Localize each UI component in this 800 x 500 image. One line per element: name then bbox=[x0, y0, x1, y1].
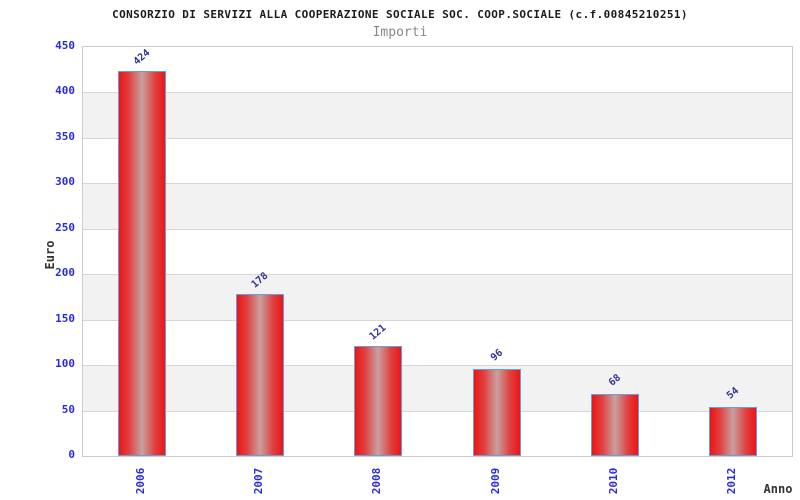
plot-band bbox=[83, 274, 792, 320]
y-tick-label: 450 bbox=[55, 39, 75, 52]
x-axis-title: Anno bbox=[763, 482, 793, 496]
plot-band bbox=[83, 365, 792, 411]
bar-2008 bbox=[354, 346, 403, 456]
plot-band bbox=[83, 92, 792, 138]
plot-area: 424 178 121 96 68 54 bbox=[82, 46, 793, 457]
y-axis-title: Euro bbox=[43, 240, 57, 270]
plot-band bbox=[83, 228, 792, 275]
x-tick-label-2012: 2012 bbox=[724, 467, 738, 495]
gridline bbox=[83, 319, 792, 321]
bar-2009 bbox=[472, 368, 521, 456]
x-tick-label-2006: 2006 bbox=[134, 467, 148, 495]
plot-band bbox=[83, 410, 792, 456]
bar-2006 bbox=[118, 70, 167, 456]
x-tick-label-2009: 2009 bbox=[488, 467, 502, 495]
y-tick-label: 100 bbox=[55, 357, 75, 371]
y-tick-label: 400 bbox=[55, 84, 75, 98]
y-tick-label: 350 bbox=[55, 129, 75, 143]
y-tick-label: 250 bbox=[55, 220, 75, 234]
gridline bbox=[83, 365, 792, 367]
chart-subtitle: Importi bbox=[372, 25, 428, 40]
plot-band bbox=[83, 183, 792, 229]
chart-title: CONSORZIO DI SERVIZI ALLA COOPERAZIONE S… bbox=[112, 8, 688, 21]
plot-band bbox=[83, 137, 792, 184]
y-tick-label: 50 bbox=[61, 402, 75, 416]
x-tick-label-2007: 2007 bbox=[252, 467, 266, 495]
gridline bbox=[83, 274, 792, 276]
y-tick-label: 200 bbox=[55, 266, 75, 280]
y-tick-label: 300 bbox=[55, 175, 75, 189]
bar-2012 bbox=[708, 406, 757, 456]
gridline bbox=[83, 183, 792, 185]
gridline bbox=[83, 92, 792, 94]
gridline bbox=[83, 410, 792, 412]
y-tick-label: 0 bbox=[68, 448, 75, 461]
gridline bbox=[83, 228, 792, 230]
bar-2007 bbox=[236, 294, 285, 456]
gridline bbox=[83, 137, 792, 139]
x-tick-label-2008: 2008 bbox=[370, 467, 384, 495]
bar-2010 bbox=[590, 394, 639, 456]
x-tick-label-2010: 2010 bbox=[606, 467, 620, 495]
plot-band bbox=[83, 47, 792, 93]
y-tick-label: 150 bbox=[55, 311, 75, 325]
plot-band bbox=[83, 319, 792, 366]
